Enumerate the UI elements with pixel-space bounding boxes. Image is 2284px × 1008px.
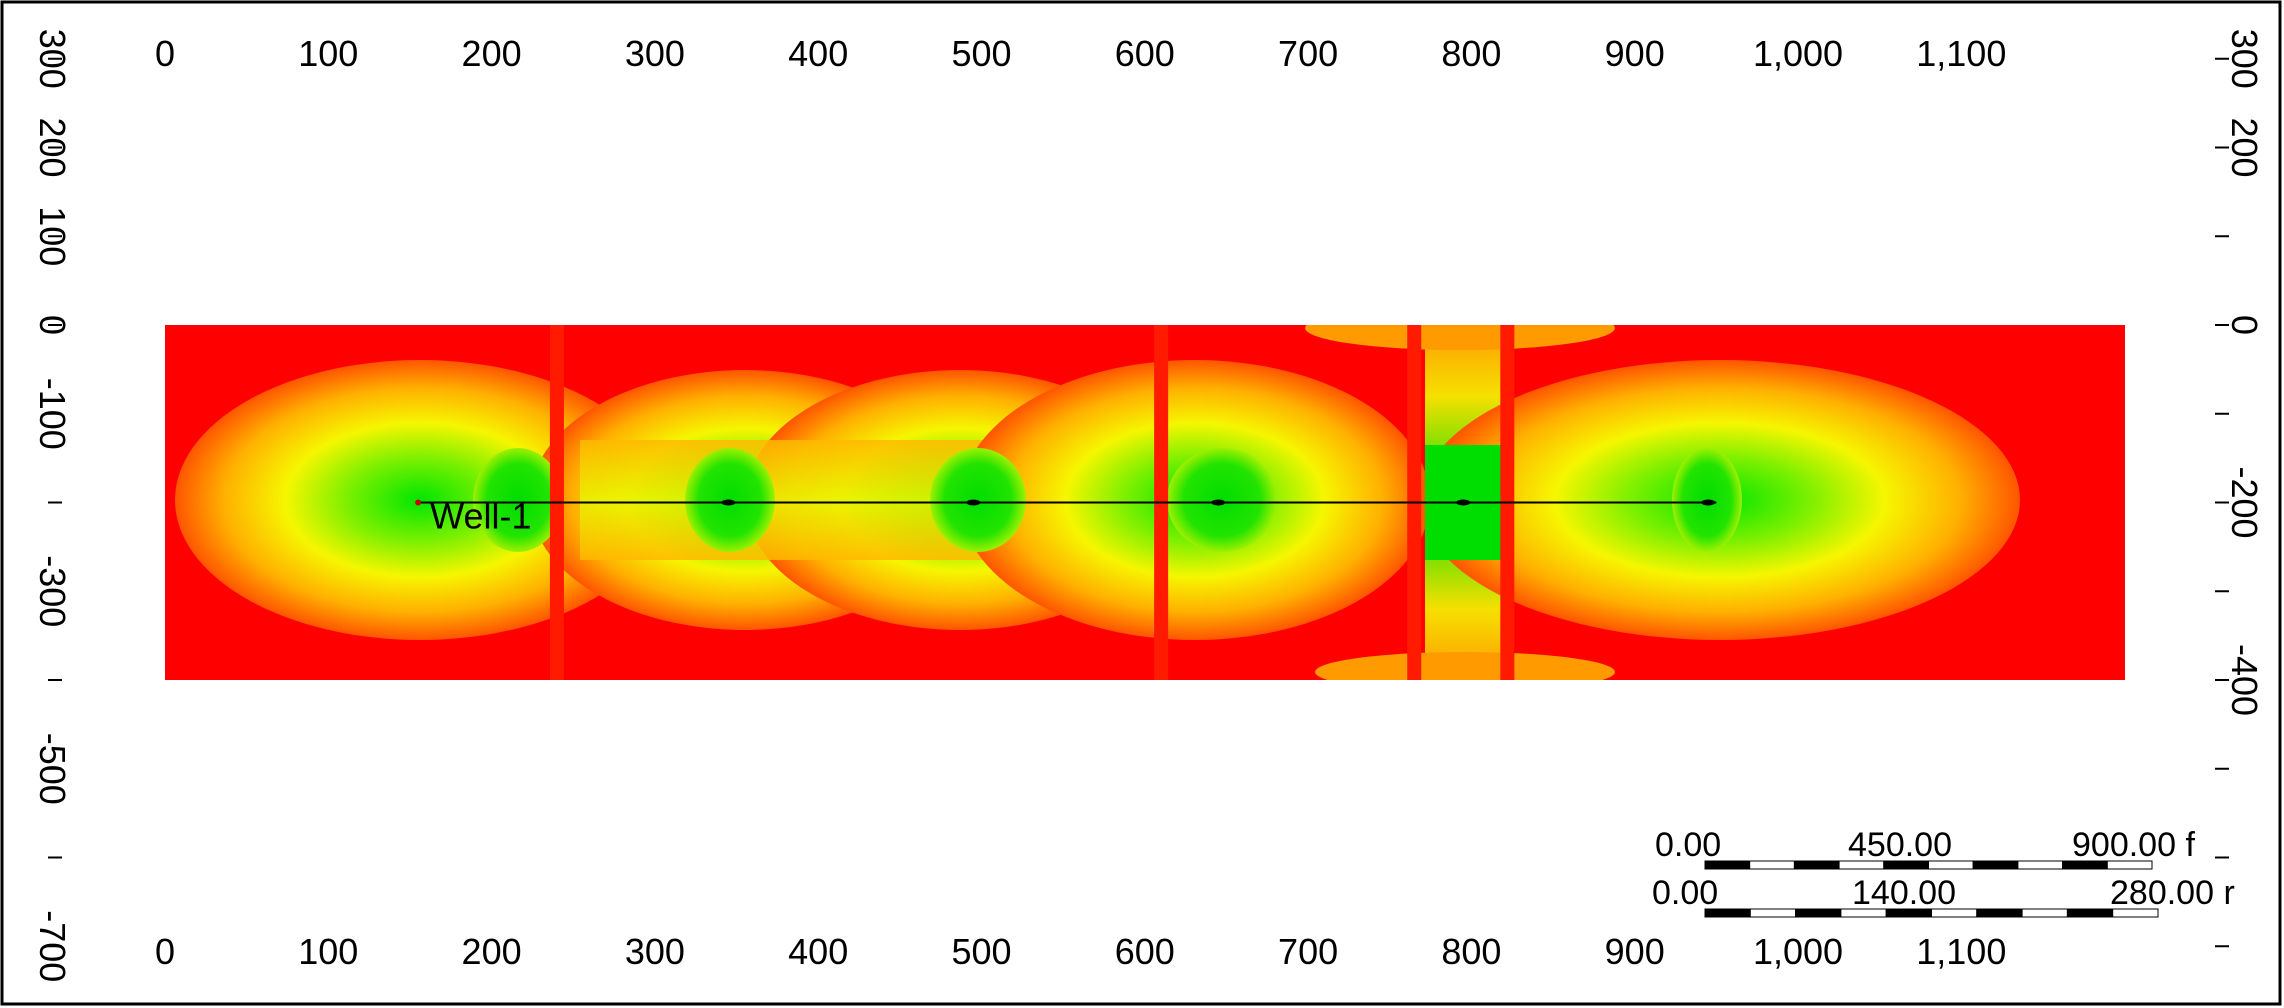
x-bottom-tick-label: 900 [1605, 931, 1665, 972]
y-left-tick-label: 0 [32, 315, 73, 335]
y-right-tick-label: 300 [2224, 29, 2265, 89]
y-left-tick-label: -300 [32, 555, 73, 627]
perforation-marker [1701, 499, 1716, 506]
bottom-wing [1315, 652, 1615, 680]
well-head-icon [415, 499, 422, 506]
y-left-tick-label: 100 [32, 206, 73, 266]
perforation-marker [966, 499, 981, 506]
well-label[interactable]: Well-1 [430, 496, 531, 537]
x-bottom-tick-label: 500 [951, 931, 1011, 972]
x-axis-bottom: 0 100 200 300 400 500 600 700 800 900 1,000 1,100 [155, 931, 2006, 972]
x-bottom-tick-label: 700 [1278, 931, 1338, 972]
scale-feet-label-0: 0.00 [1655, 826, 1721, 864]
x-top-tick-label: 400 [788, 33, 848, 74]
x-bottom-tick-label: 300 [625, 931, 685, 972]
scale-feet-label-2: 900.00 f [2072, 826, 2195, 864]
y-left-tick-label: -500 [32, 733, 73, 805]
scale-segment [2021, 908, 2068, 918]
core-1 [473, 448, 563, 552]
x-top-tick-label: 300 [625, 33, 685, 74]
y-left-tick-label: -700 [32, 910, 73, 982]
x-bottom-tick-label: 800 [1441, 931, 1501, 972]
scale-bar-meters: 0.00 140.00 280.00 r [1652, 874, 2235, 918]
x-top-tick-label: 900 [1605, 33, 1665, 74]
scale-segment [1931, 908, 1978, 918]
x-bottom-tick-label: 1,000 [1753, 931, 1843, 972]
x-bottom-tick-label: 0 [155, 931, 175, 972]
perforation-markers [721, 499, 1716, 506]
property-grid [165, 325, 2125, 680]
y-right-tick-label: -400 [2224, 644, 2265, 716]
scale-bar-feet-bar [1704, 860, 2153, 870]
core-3 [930, 448, 1026, 552]
y-left-tick-label: 300 [32, 29, 73, 89]
x-bottom-tick-label: 200 [462, 931, 522, 972]
x-bottom-tick-label: 1,100 [1916, 931, 2006, 972]
y-axis-left: 300 200 100 0 -100 -300 -500 -700 [32, 29, 73, 983]
x-top-tick-label: 800 [1441, 33, 1501, 74]
x-top-tick-label: 700 [1278, 33, 1338, 74]
scale-m-label-2: 280.00 r [2110, 874, 2235, 912]
y-right-tick-label: 0 [2224, 315, 2265, 335]
scale-segment [1838, 860, 1885, 870]
scale-segment [1749, 908, 1797, 918]
x-axis-top: 0 100 200 300 400 500 600 700 800 900 1,000 1,100 [155, 33, 2006, 74]
scale-segment [2062, 860, 2108, 870]
perforation-marker [1456, 499, 1471, 506]
y-left-tick-label: 200 [32, 117, 73, 177]
x-bottom-tick-label: 400 [788, 931, 848, 972]
top-wing [1305, 325, 1615, 350]
scale-segment [1840, 908, 1887, 918]
scale-segment [2106, 860, 2153, 870]
scale-bar-meters-bar [1704, 908, 2159, 918]
scale-segment [1885, 908, 1932, 918]
well-1[interactable]: Well-1 [415, 496, 1717, 537]
scale-segment [1976, 908, 2023, 918]
scale-segment [2112, 908, 2159, 918]
y-left-tick-label: -100 [32, 378, 73, 450]
x-top-tick-label: 500 [951, 33, 1011, 74]
drainage-zone-1 [175, 360, 665, 640]
x-top-tick-label: 1,000 [1753, 33, 1843, 74]
scale-segment [1928, 860, 1974, 870]
scale-m-label-0: 0.00 [1652, 874, 1718, 912]
x-bottom-tick-label: 600 [1115, 931, 1175, 972]
y-axis-right: 300 200 0 -200 -400 [2215, 29, 2265, 948]
y-right-tick-label: -200 [2224, 466, 2265, 538]
x-bottom-tick-label: 100 [298, 931, 358, 972]
scale-segment [1704, 860, 1751, 870]
scale-segment [1972, 860, 2019, 870]
y-right-tick-label: 200 [2224, 117, 2265, 177]
perforation-marker [1211, 499, 1226, 506]
scale-segment [1795, 908, 1842, 918]
scale-bar-feet: 0.00 450.00 900.00 f [1655, 826, 2195, 870]
scale-feet-label-1: 450.00 [1848, 826, 1952, 864]
scale-segment [1793, 860, 1840, 870]
scale-segment [1749, 860, 1795, 870]
perforation-marker [721, 499, 736, 506]
scale-segment [2066, 908, 2114, 918]
scale-segment [2017, 860, 2064, 870]
x-top-tick-label: 1,100 [1916, 33, 2006, 74]
x-top-tick-label: 100 [298, 33, 358, 74]
x-top-tick-label: 200 [462, 33, 522, 74]
scale-segment [1883, 860, 1930, 870]
x-top-tick-label: 0 [155, 33, 175, 74]
x-top-tick-label: 600 [1115, 33, 1175, 74]
scale-segment [1704, 908, 1751, 918]
scale-m-label-1: 140.00 [1852, 874, 1956, 912]
